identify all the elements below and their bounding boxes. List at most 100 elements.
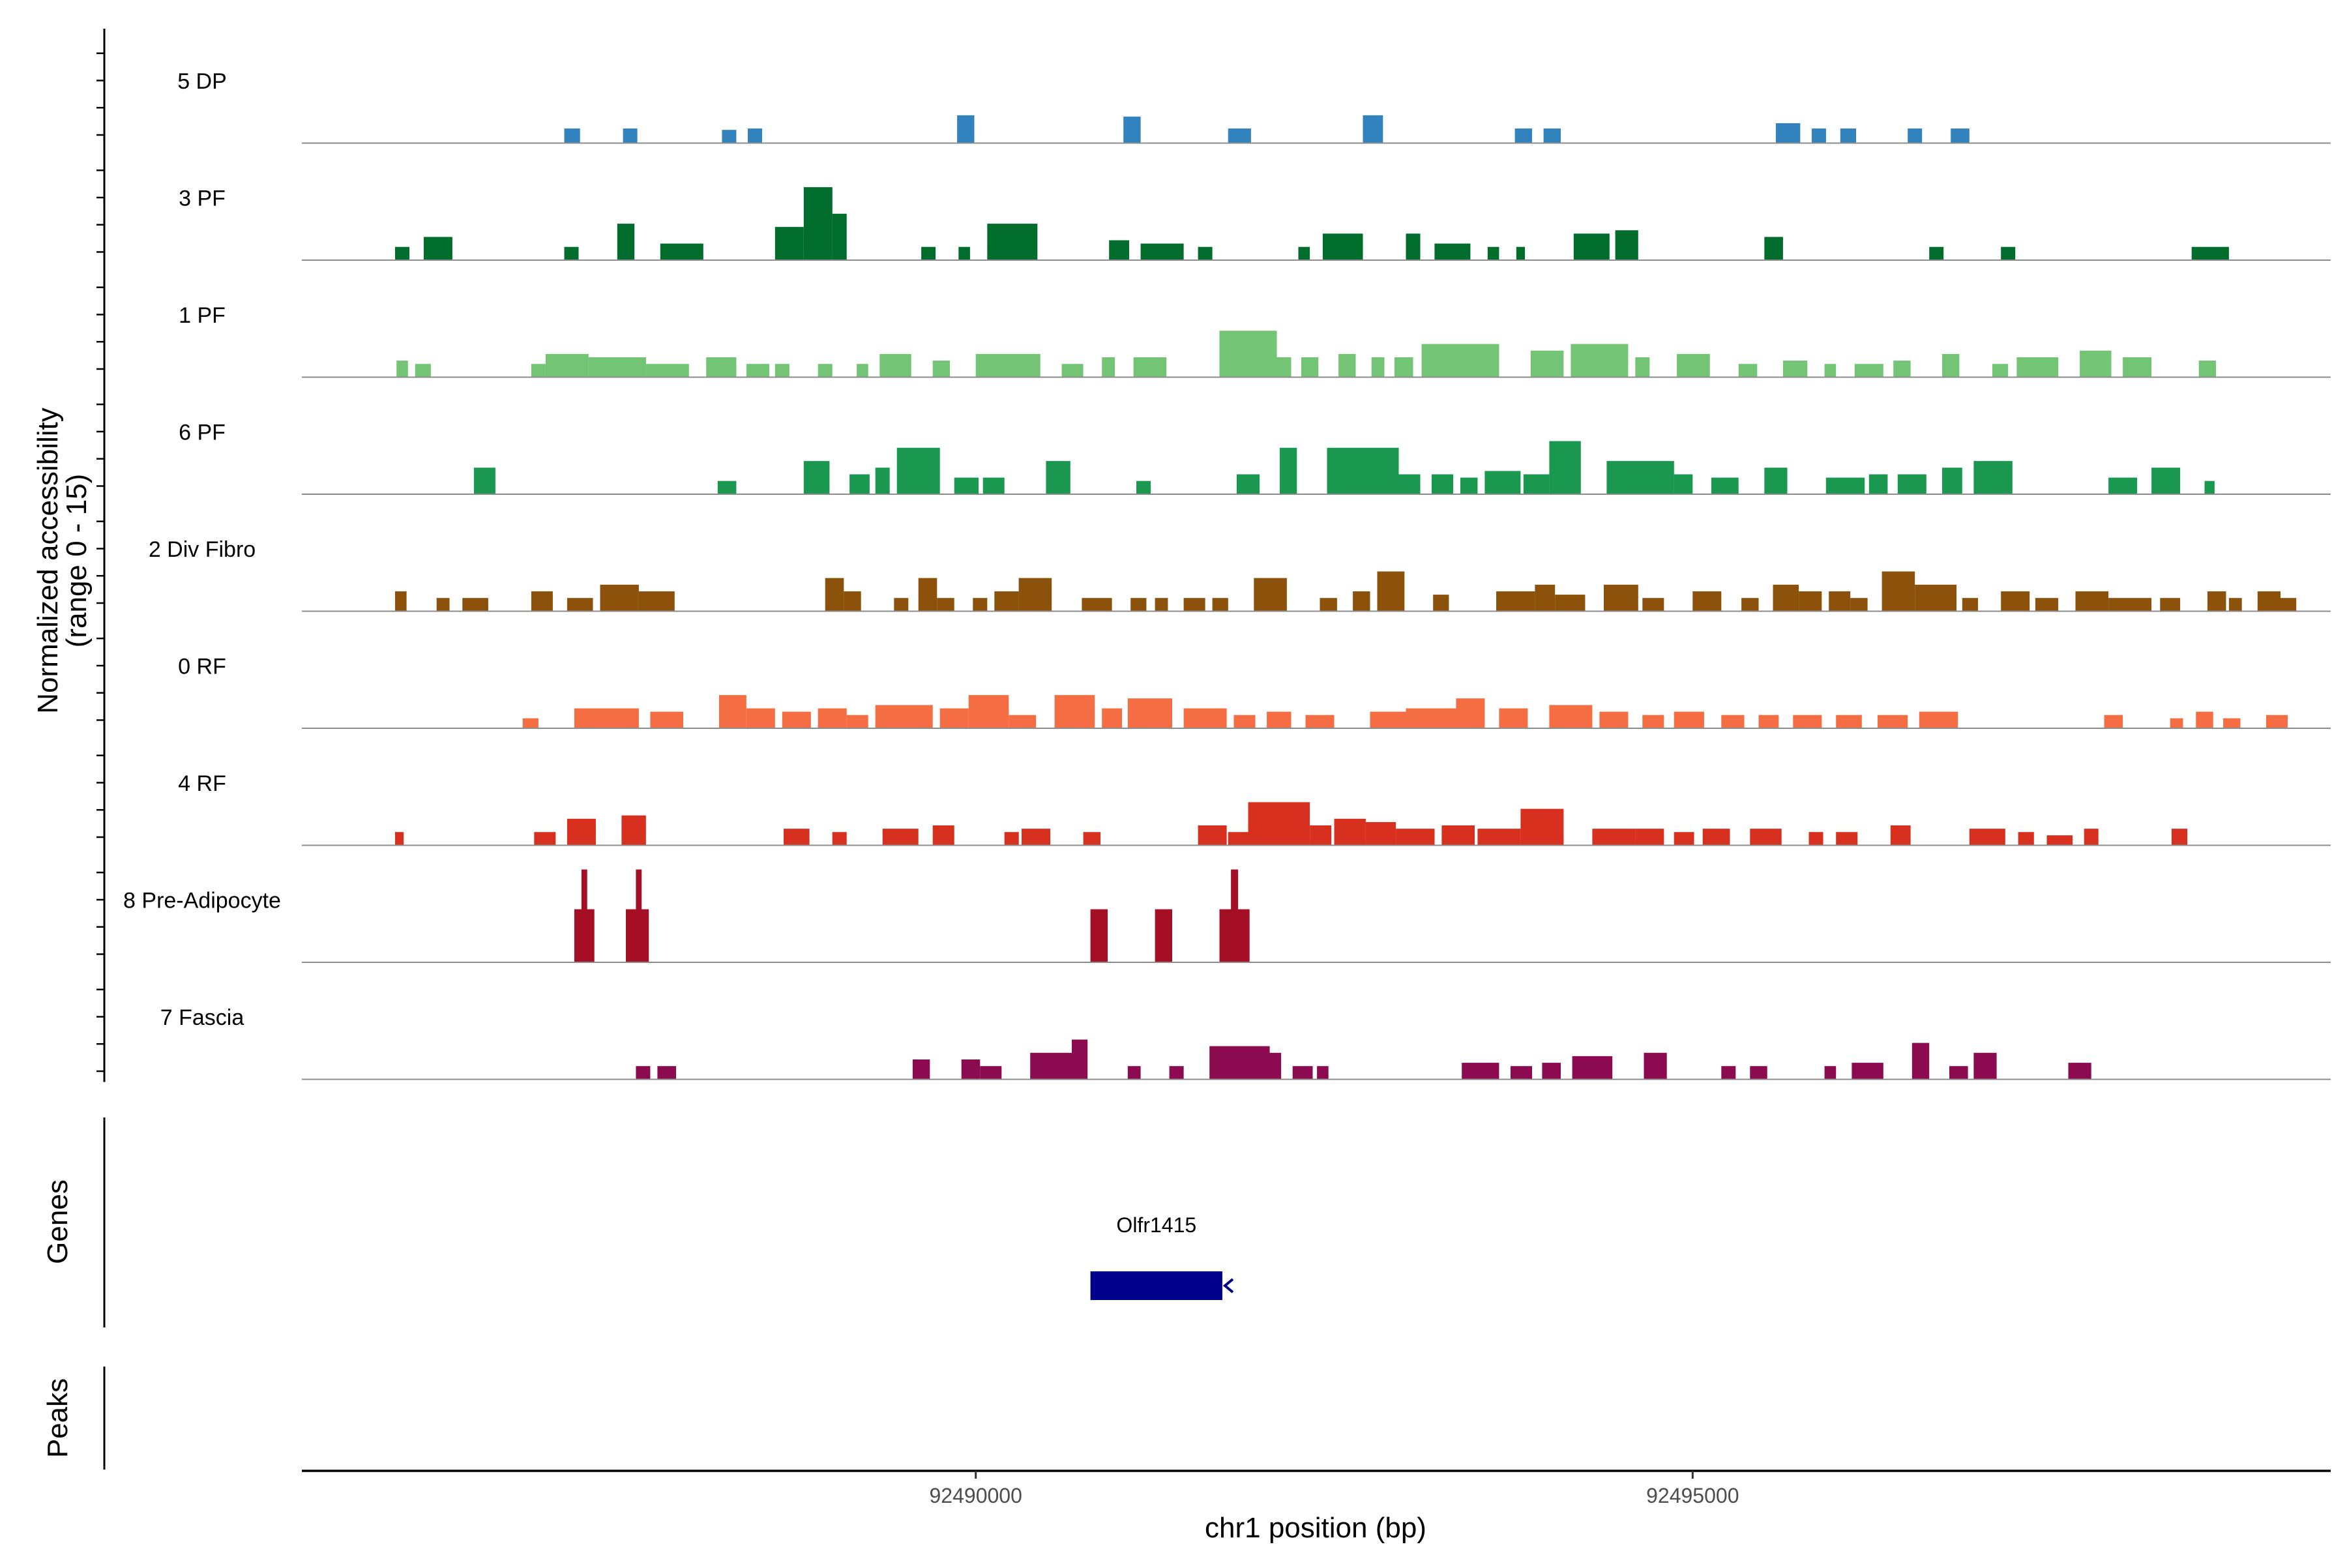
x-axis-title: chr1 position (bp): [1205, 1512, 1426, 1544]
coverage-y-axis: [96, 29, 106, 1082]
coverage-bar: [980, 1066, 1002, 1080]
coverage-bar: [1677, 353, 1710, 377]
coverage-bar: [1209, 1046, 1270, 1080]
coverage-bar: [717, 481, 737, 494]
gene-annotations: Olfr1415: [1090, 1213, 1234, 1300]
coverage-bar: [1919, 711, 1958, 728]
coverage-bar: [1573, 233, 1610, 260]
coverage-bar: [1396, 829, 1435, 846]
track-4-rf: 4 RF: [178, 771, 2331, 846]
coverage-bar: [436, 598, 450, 612]
coverage-bar: [574, 708, 639, 728]
coverage-bar: [660, 243, 703, 260]
coverage-bar: [875, 467, 890, 494]
coverage-bar: [1398, 474, 1421, 494]
coverage-bar: [534, 832, 556, 846]
coverage-bar: [1477, 829, 1521, 846]
coverage-bar: [973, 598, 988, 612]
genes-panel-title: Genes: [42, 1179, 74, 1264]
coverage-bar: [1433, 595, 1449, 612]
coverage-bar: [1520, 808, 1564, 846]
y-axis-title-line1: Normalized accessibility: [32, 407, 64, 713]
coverage-bar: [1836, 715, 1862, 728]
track-label: 4 RF: [178, 771, 226, 796]
track-0-rf: 0 RF: [178, 655, 2331, 729]
coverage-bar: [1320, 598, 1337, 612]
coverage-bar: [2001, 591, 2030, 612]
coverage-bar: [1322, 233, 1363, 260]
coverage-bar: [1949, 1066, 1968, 1080]
coverage-bar: [657, 1066, 676, 1080]
coverage-bar: [1535, 584, 1556, 612]
x-axis-ticks: 92490000 92495000: [930, 1471, 1739, 1507]
coverage-bar: [1022, 829, 1050, 846]
coverage-bar: [1721, 1066, 1736, 1080]
coverage-bar: [2223, 718, 2241, 728]
coverage-bar: [957, 115, 975, 143]
coverage-bar: [1951, 128, 1970, 143]
coverage-bar: [849, 474, 870, 494]
coverage-bar: [1893, 361, 1911, 377]
coverage-bar: [2016, 357, 2059, 377]
coverage-bar: [1674, 832, 1694, 846]
coverage-bar: [567, 598, 593, 612]
coverage-bar: [1824, 364, 1837, 377]
coverage-bar: [415, 364, 431, 377]
coverage-bar: [395, 832, 404, 846]
coverage-bar: [846, 715, 868, 728]
coverage-bar: [1543, 128, 1561, 143]
coverage-bar: [395, 246, 409, 260]
coverage-bar: [1301, 357, 1319, 377]
coverage-bar: [1109, 240, 1129, 260]
coverage-bar: [1764, 237, 1783, 260]
track-label: 6 PF: [179, 421, 226, 445]
coverage-bar: [1269, 1052, 1282, 1080]
coverage-bar: [395, 591, 407, 612]
coverage-bar: [975, 353, 1041, 377]
coverage-bar: [645, 364, 689, 377]
coverage-bar: [1228, 832, 1248, 846]
coverage-bar: [1434, 243, 1471, 260]
coverage-bar: [1228, 128, 1251, 143]
coverage-bar: [1929, 246, 1944, 260]
coverage-bar: [939, 708, 969, 728]
coverage-bar: [1973, 1052, 1997, 1080]
coverage-bar: [1829, 591, 1851, 612]
coverage-bar: [2257, 591, 2281, 612]
track-label: 2 Div Fibro: [149, 537, 256, 562]
coverage-bar: [396, 361, 408, 377]
coverage-bar: [961, 1059, 981, 1080]
coverage-bar: [2281, 598, 2297, 612]
coverage-bar: [912, 1059, 930, 1080]
coverage-bar: [990, 246, 1005, 260]
coverage-bar: [1711, 477, 1739, 494]
coverage-bar: [857, 364, 868, 377]
coverage-bar: [1514, 128, 1532, 143]
coverage-bar: [1198, 825, 1227, 846]
coverage-bar: [1915, 584, 1956, 612]
coverage-bar: [617, 224, 635, 260]
track-label: 7 Fascia: [160, 1005, 244, 1030]
coverage-bar: [875, 705, 933, 728]
coverage-bar: [1908, 128, 1923, 143]
coverage-bar: [1836, 832, 1858, 846]
coverage-bar: [1644, 1052, 1667, 1080]
coverage-bar: [2075, 591, 2109, 612]
coverage-bar: [1549, 705, 1593, 728]
coverage-bar: [2104, 715, 2123, 728]
coverage-bar: [1236, 474, 1260, 494]
coverage-bar: [636, 869, 642, 962]
gene-name-label: Olfr1415: [1116, 1213, 1196, 1237]
coverage-bar: [1962, 598, 1978, 612]
track-label: 5 DP: [177, 69, 227, 94]
coverage-bar: [1642, 715, 1664, 728]
coverage-bar: [1850, 598, 1868, 612]
coverage-bar: [1061, 364, 1084, 377]
coverage-bar: [958, 246, 970, 260]
coverage-bar: [719, 695, 746, 728]
coverage-bar: [1406, 708, 1456, 728]
coverage-bar: [1083, 832, 1100, 846]
coverage-bar: [1371, 357, 1385, 377]
coverage-bar: [994, 591, 1019, 612]
